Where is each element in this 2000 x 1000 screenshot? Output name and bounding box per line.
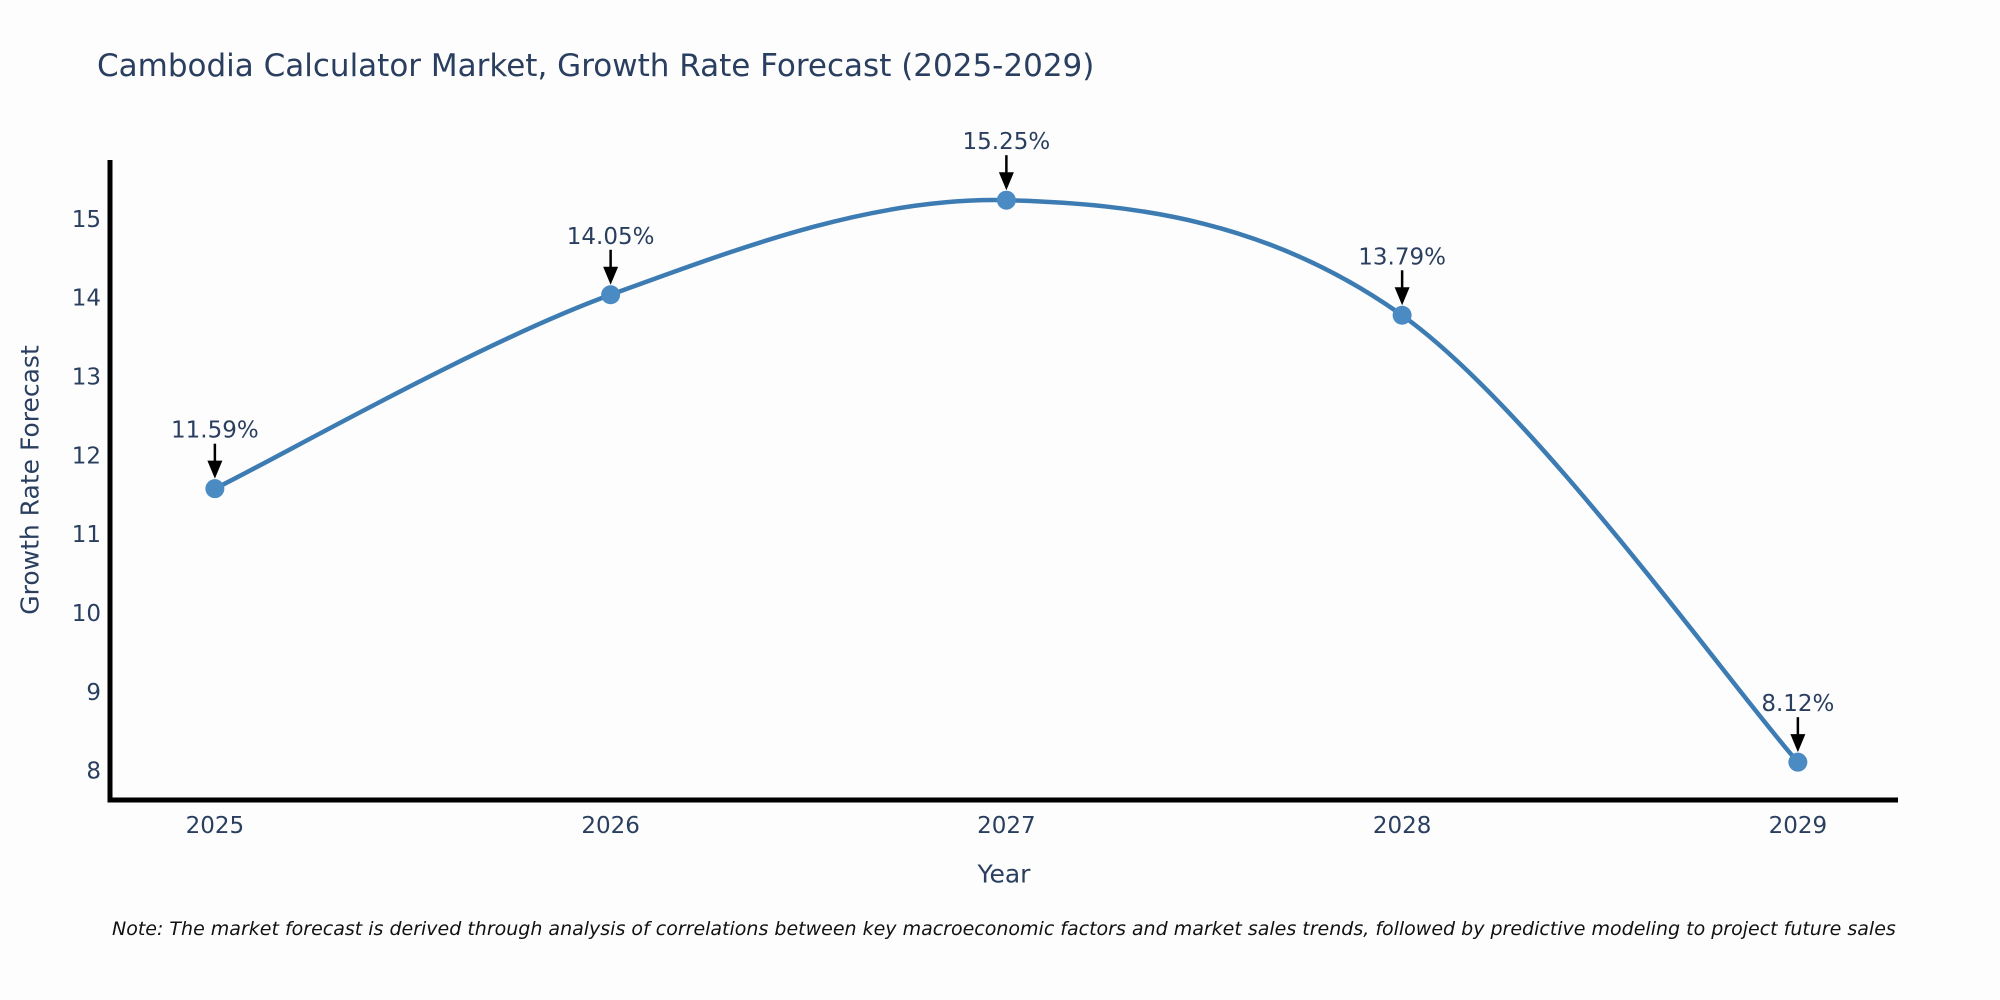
x-tick-label-2028: 2028 xyxy=(1373,813,1432,839)
y-tick-label-12: 12 xyxy=(72,443,101,469)
y-tick-label-9: 9 xyxy=(86,680,101,706)
y-tick-label-10: 10 xyxy=(72,601,101,627)
data-point-2027[interactable] xyxy=(996,190,1016,210)
x-tick-label-2026: 2026 xyxy=(581,813,640,839)
annotation-label-2026: 14.05% xyxy=(567,224,655,250)
annotation-label-2028: 13.79% xyxy=(1358,244,1446,270)
y-tick-label-14: 14 xyxy=(72,286,101,312)
line-series xyxy=(213,197,1800,764)
footnote: Note: The market forecast is derived thr… xyxy=(112,918,1896,940)
x-axis-title: Year xyxy=(977,860,1032,889)
y-tick-label-8: 8 xyxy=(86,759,101,785)
data-point-2025[interactable] xyxy=(205,479,225,499)
y-axis-title: Growth Rate Forecast xyxy=(16,345,45,615)
x-tick-label-2025: 2025 xyxy=(186,813,245,839)
annotation-label-2027: 15.25% xyxy=(963,129,1051,155)
annotation-label-2029: 8.12% xyxy=(1761,691,1834,717)
annotation-arrowhead-icon-2029 xyxy=(1790,734,1806,753)
y-tick-label-13: 13 xyxy=(72,365,101,391)
data-point-2026[interactable] xyxy=(601,285,621,305)
chart-title: Cambodia Calculator Market, Growth Rate … xyxy=(97,48,1095,84)
y-tick-label-15: 15 xyxy=(72,207,101,233)
annotation-arrowhead-icon-2027 xyxy=(998,172,1014,191)
annotation-label-2025: 11.59% xyxy=(171,418,259,444)
x-tick-label-2029: 2029 xyxy=(1769,813,1828,839)
annotation-arrowhead-icon-2028 xyxy=(1394,287,1410,306)
data-point-2028[interactable] xyxy=(1392,305,1412,325)
annotation-arrowhead-icon-2025 xyxy=(207,460,223,479)
y-tick-label-11: 11 xyxy=(72,522,101,548)
annotation-arrowhead-icon-2026 xyxy=(603,266,619,285)
x-tick-label-2027: 2027 xyxy=(977,813,1036,839)
data-point-2029[interactable] xyxy=(1788,752,1808,772)
